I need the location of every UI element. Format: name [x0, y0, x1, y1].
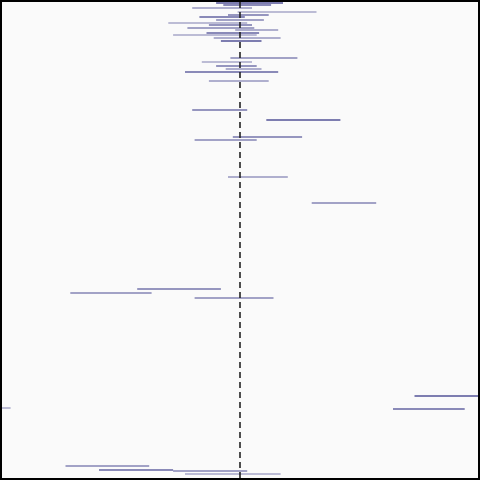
interval-group: [1, 2, 479, 475]
forest-plot: [0, 0, 480, 480]
plot-frame: [0, 0, 480, 480]
plot-area: [0, 0, 480, 480]
